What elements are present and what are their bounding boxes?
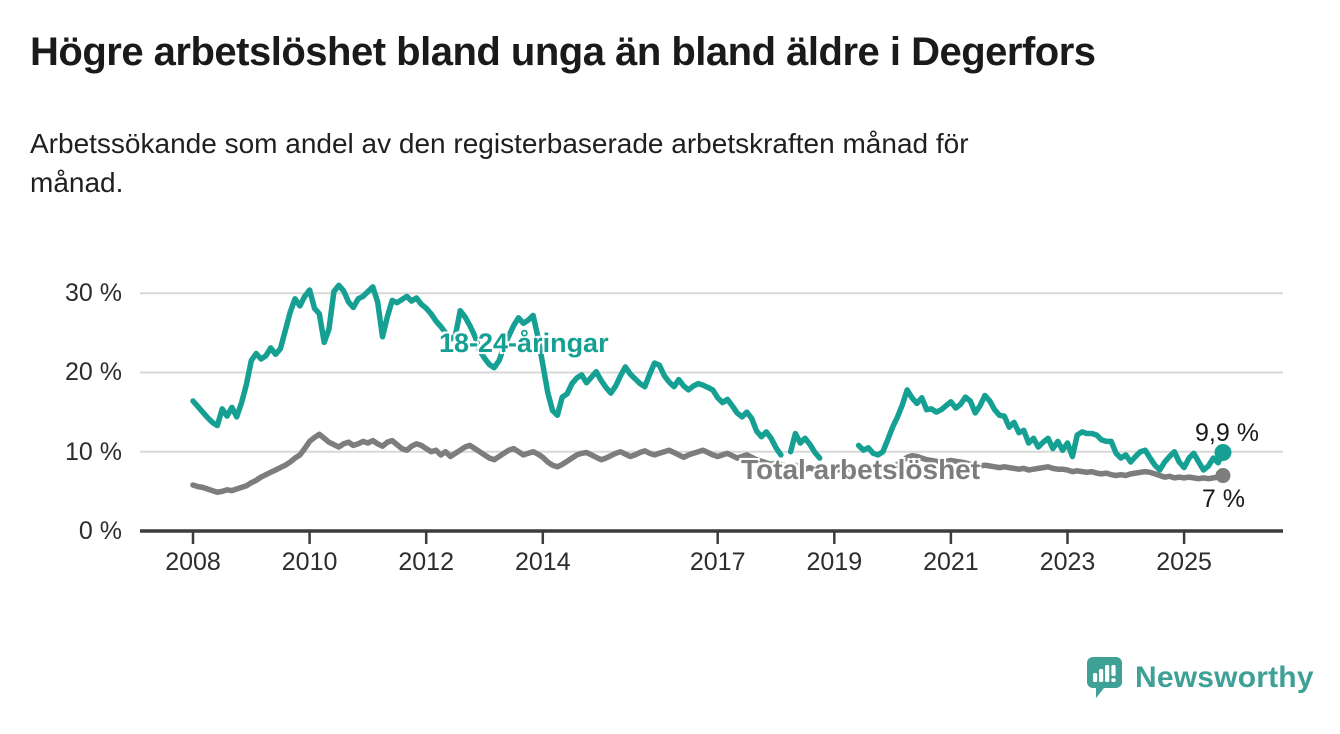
youth-end-dot: [1214, 444, 1232, 462]
end-value-label-total: 7 %: [1201, 485, 1245, 513]
x-axis-tick-label: 2025: [1156, 548, 1212, 576]
y-axis-tick-label: 10 %: [65, 437, 122, 466]
y-axis-tick-label: 0 %: [78, 517, 122, 545]
series-label-youth: 18-24-åringar: [439, 328, 609, 358]
chart-subtitle: Arbetssökande som andel av den registerb…: [30, 128, 969, 198]
y-axis-labels: 0 % 10 % 20 % 30 %: [22, 0, 126, 734]
x-axis-tick-label: 2010: [281, 548, 338, 576]
series-label-total: Total arbetslöshet: [741, 454, 981, 485]
total-series-line: [190, 431, 1226, 495]
total-end-dot: [1215, 468, 1231, 484]
newsworthy-brand: Newsworthy: [1086, 656, 1314, 699]
newsworthy-logo-icon: [1087, 657, 1122, 698]
youth-series-line: [190, 282, 1226, 473]
x-axis-labels: 2008 2010 2012 2014 2017 2019 2021 2023 2025: [0, 548, 1340, 578]
newsworthy-brand-text: Newsworthy: [1135, 660, 1314, 694]
y-axis-tick-label: 30 %: [65, 279, 122, 308]
x-axis-tick-label: 2014: [514, 548, 571, 576]
x-axis-tick-label: 2012: [398, 548, 454, 576]
y-axis-tick-label: 20 %: [65, 358, 122, 387]
end-value-label-youth: 9,9 %: [1195, 419, 1259, 447]
x-axis-tick-label: 2017: [689, 548, 746, 576]
chart-title: Högre arbetslöshet bland unga än bland ä…: [30, 30, 1096, 74]
x-axis-tick-label: 2008: [165, 548, 221, 576]
x-axis-tick-label: 2023: [1039, 548, 1096, 576]
x-axis-tick-label: 2019: [806, 548, 863, 576]
x-axis-tick-label: 2021: [923, 548, 979, 576]
